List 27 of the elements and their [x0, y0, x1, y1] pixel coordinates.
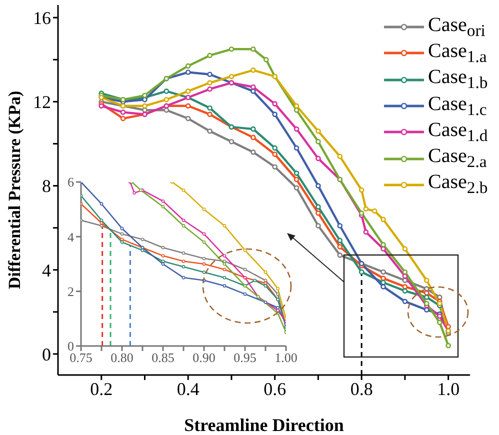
- x-tick-label: 0.85: [152, 350, 174, 366]
- x-tick-label: 0.8: [350, 378, 373, 399]
- x-tick-label: 0.6: [264, 378, 286, 399]
- y-tick-label: 16: [33, 8, 51, 28]
- legend-label: Case$_{1.d}$: [428, 118, 488, 146]
- y-tick-label: 4: [42, 260, 51, 280]
- y-tick-label: 12: [33, 92, 51, 112]
- x-axis-title: Streamline Direction: [184, 415, 344, 435]
- legend-label: Case$_{ori}$: [428, 14, 486, 41]
- x-tick-label: 0.95: [234, 350, 256, 366]
- x-tick-label: 0.2: [90, 378, 113, 399]
- legend-label: Case$_{1.c}$: [428, 92, 487, 120]
- x-tick-label: 0.80: [110, 350, 134, 366]
- y-tick-label: 6: [68, 174, 74, 190]
- y-tick-label: 2: [68, 284, 74, 299]
- legend-label: Case$_{1.a}$: [428, 40, 487, 67]
- x-tick-label: 0.90: [192, 350, 216, 366]
- y-tick-label: 0: [42, 344, 51, 364]
- x-tick-label: 1.0: [437, 378, 460, 399]
- legend-label: Case$_{2.a}$: [428, 145, 487, 172]
- y-tick-label: 8: [42, 176, 51, 196]
- y-axis-title: Differential Pressure (KPa): [5, 90, 24, 290]
- legend-label: Case$_{1.b}$: [428, 66, 488, 94]
- y-tick-label: 4: [68, 229, 74, 244]
- legend-label: Case$_{2.b}$: [428, 171, 488, 198]
- x-tick-label: 1.00: [274, 350, 298, 366]
- x-tick-label: 0.4: [176, 378, 200, 399]
